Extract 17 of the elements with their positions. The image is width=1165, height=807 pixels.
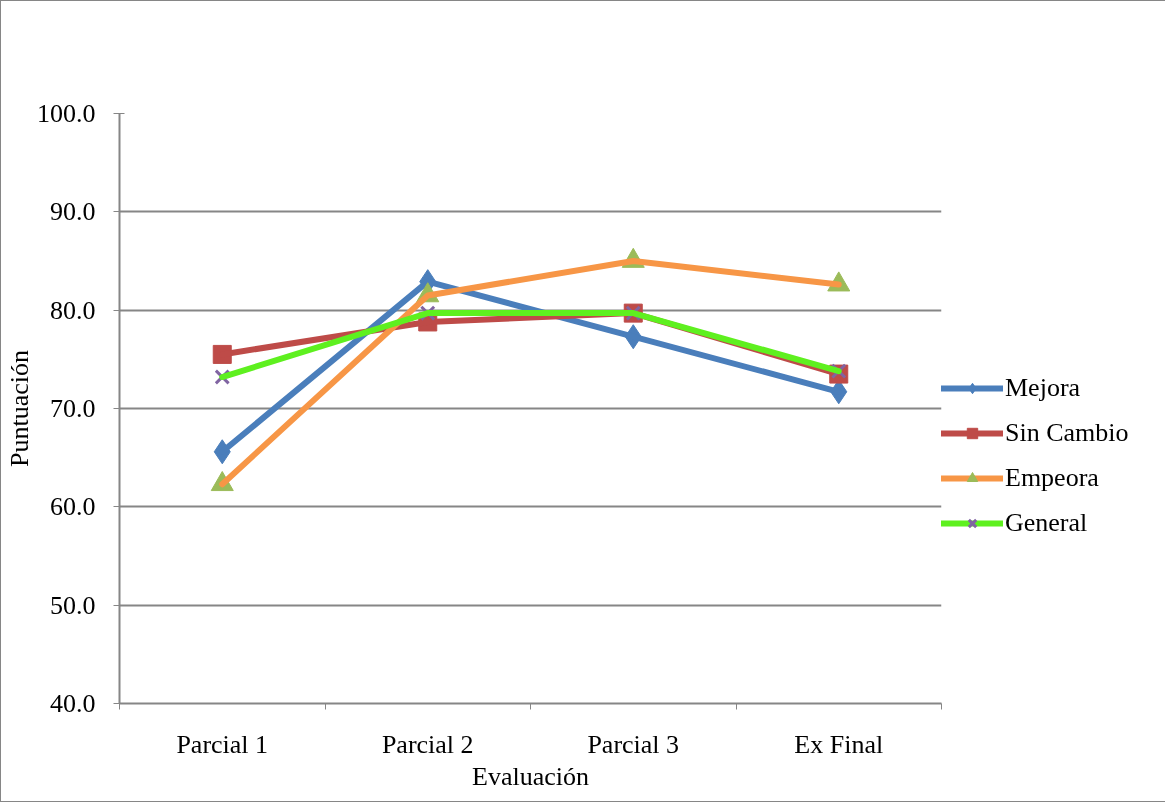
y-tick-label: 50.0: [50, 590, 96, 620]
x-tick-label: Parcial 3: [587, 729, 680, 759]
y-tick-label: 70.0: [50, 394, 96, 423]
legend-label: General: [1005, 508, 1088, 538]
y-tick-label: 90.0: [50, 197, 96, 227]
x-tick-label: Parcial 2: [381, 729, 474, 759]
x-tick-label: Parcial 1: [176, 729, 269, 759]
legend-label: Sin Cambio: [1005, 418, 1129, 448]
legend-label: Empeora: [1005, 463, 1099, 493]
x-tick-label: Ex Final: [794, 729, 884, 759]
y-tick-label: 40.0: [50, 689, 96, 718]
y-tick-label: 60.0: [50, 492, 96, 522]
x-axis-title: Evaluación: [472, 761, 589, 791]
legend-label: Mejora: [1005, 373, 1081, 403]
y-tick-label: 80.0: [50, 295, 96, 325]
y-tick-label: 100.0: [37, 99, 96, 128]
y-axis-title: Puntuación: [5, 349, 34, 467]
